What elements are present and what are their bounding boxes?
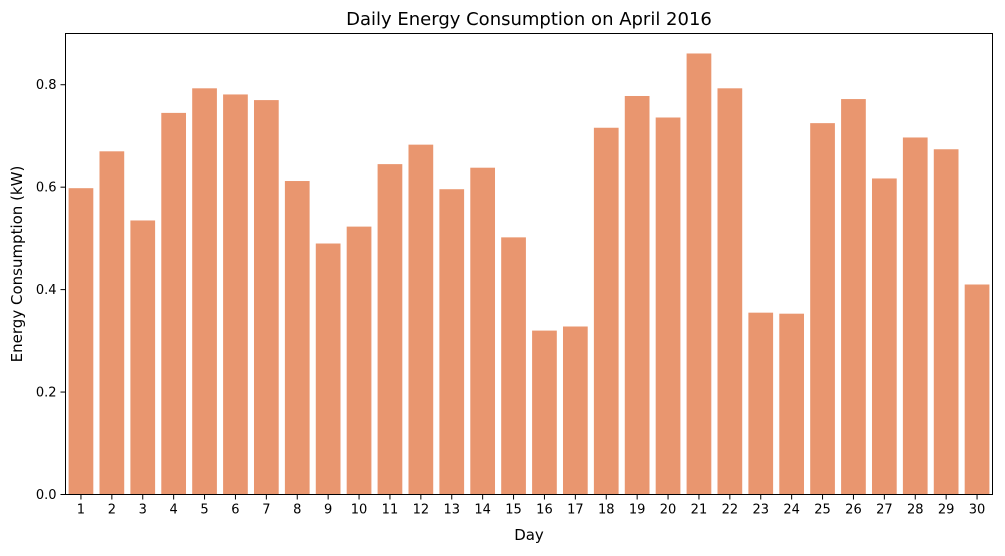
bar-day-28 — [902, 137, 928, 495]
bar-day-5 — [192, 88, 217, 495]
bar-day-7 — [253, 100, 279, 495]
x-tick-label: 16 — [536, 503, 553, 518]
y-tick-label: 0.8 — [36, 78, 57, 93]
x-tick-label: 13 — [443, 503, 460, 518]
x-tick-label: 27 — [876, 503, 893, 518]
bar-day-26 — [841, 99, 866, 495]
x-tick-label: 8 — [293, 503, 301, 518]
x-tick-label: 30 — [969, 503, 986, 518]
bar-day-14 — [470, 167, 496, 495]
bar-day-19 — [624, 95, 650, 495]
bar-day-13 — [439, 189, 465, 495]
y-tick-label: 0.6 — [36, 181, 57, 196]
bar-day-16 — [532, 330, 557, 495]
bar-day-25 — [810, 123, 835, 495]
x-tick-label: 17 — [567, 503, 584, 518]
x-tick-label: 3 — [139, 503, 147, 518]
bar-day-17 — [562, 326, 588, 495]
bar-day-6 — [223, 94, 248, 495]
x-tick-label: 18 — [598, 503, 615, 518]
x-tick-label: 2 — [108, 503, 116, 518]
x-tick-label: 29 — [938, 503, 955, 518]
x-tick-label: 19 — [629, 503, 646, 518]
x-tick-label: 5 — [200, 503, 208, 518]
bar-day-18 — [593, 127, 619, 495]
bar-day-30 — [964, 284, 990, 495]
x-tick-label: 25 — [814, 503, 831, 518]
bar-day-2 — [99, 151, 125, 495]
y-tick-label: 0.0 — [36, 488, 57, 503]
x-tick-label: 7 — [262, 503, 270, 518]
bar-day-29 — [933, 149, 959, 495]
y-axis-title: Energy Consumption (kW) — [8, 166, 26, 363]
y-tick-label: 0.4 — [36, 283, 57, 298]
x-tick-label: 1 — [77, 503, 85, 518]
x-tick-label: 28 — [907, 503, 924, 518]
x-tick-label: 15 — [505, 503, 522, 518]
bar-day-3 — [130, 220, 156, 495]
bar-day-22 — [717, 88, 743, 495]
bar-group — [68, 53, 990, 495]
y-axis: 0.0 0.2 0.4 0.6 0.8 — [36, 78, 66, 503]
x-tick-label: 12 — [413, 503, 430, 518]
x-axis-title: Day — [514, 526, 544, 544]
bar-day-24 — [779, 313, 805, 495]
x-tick-label: 26 — [845, 503, 862, 518]
plot-frame — [65, 33, 993, 495]
bar-day-15 — [501, 237, 526, 495]
x-tick-label: 22 — [722, 503, 739, 518]
bar-day-10 — [346, 226, 372, 495]
y-tick-label: 0.2 — [36, 386, 57, 401]
bar-day-20 — [655, 117, 681, 495]
x-tick-label: 6 — [231, 503, 239, 518]
x-tick-label: 14 — [474, 503, 491, 518]
x-tick-label: 21 — [691, 503, 708, 518]
x-tick-label: 20 — [660, 503, 677, 518]
x-tick-label: 23 — [752, 503, 769, 518]
bar-day-4 — [161, 112, 187, 495]
x-tick-label: 24 — [783, 503, 800, 518]
x-axis: 1 2 3 4 5 6 7 8 9 10 11 12 13 14 15 16 17 18 19 20 21 22 23 24 2… — [77, 494, 986, 518]
x-tick-label: 9 — [324, 503, 332, 518]
bar-day-11 — [377, 164, 403, 495]
x-tick-label: 10 — [351, 503, 368, 518]
bar-day-21 — [686, 53, 712, 495]
chart-title: Daily Energy Consumption on April 2016 — [346, 9, 712, 30]
bar-day-23 — [748, 312, 774, 495]
bar-day-9 — [315, 243, 341, 495]
bar-day-27 — [871, 178, 897, 495]
bar-day-8 — [284, 181, 310, 495]
bar-day-12 — [408, 144, 434, 495]
bar-day-1 — [68, 188, 94, 495]
x-tick-label: 11 — [382, 503, 399, 518]
x-tick-label: 4 — [170, 503, 178, 518]
